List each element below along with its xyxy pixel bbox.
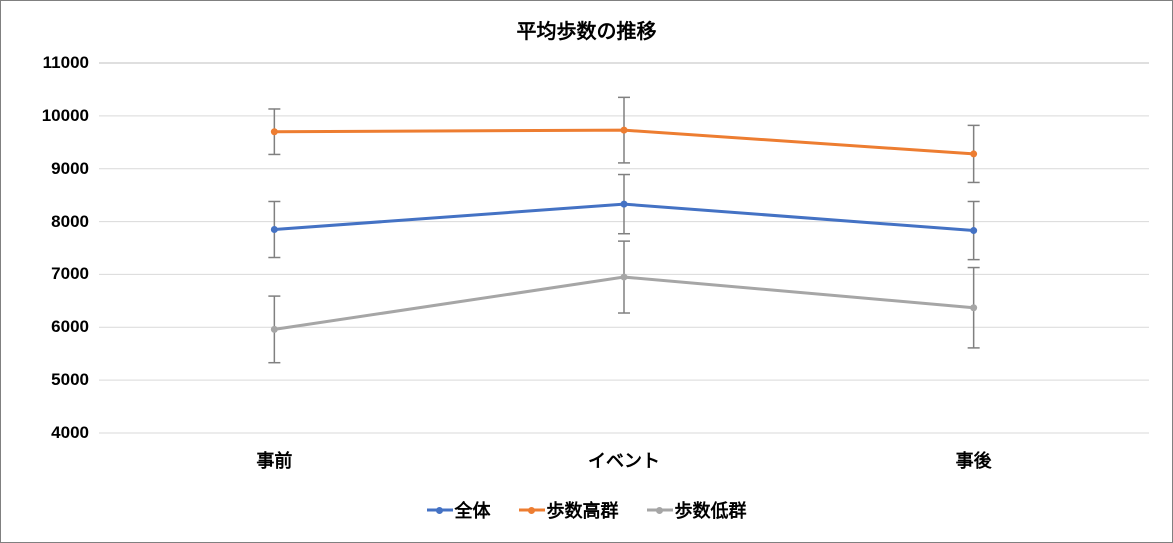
legend-marker-icon — [656, 507, 663, 514]
legend-swatch — [427, 503, 453, 517]
series-marker — [621, 274, 628, 281]
y-axis-tick-label: 7000 — [51, 264, 89, 284]
x-axis-tick-label: 事前 — [256, 447, 292, 473]
plot-svg — [99, 63, 1149, 433]
y-axis-tick-label: 11000 — [43, 53, 89, 73]
legend-swatch — [647, 503, 673, 517]
y-axis-labels: 4000500060007000800090001000011000 — [1, 63, 89, 433]
legend-swatch — [519, 503, 545, 517]
y-axis-tick-label: 5000 — [51, 370, 89, 390]
legend-marker-icon — [528, 507, 535, 514]
y-axis-tick-label: 4000 — [51, 423, 89, 443]
y-axis-tick-label: 8000 — [51, 212, 89, 232]
series-marker — [621, 127, 628, 134]
chart-container: 平均歩数の推移 4000 5000 6000 7000 8000 9000 10000 110… — [0, 0, 1173, 543]
series-marker — [970, 304, 977, 311]
y-axis-tick-label: 6000 — [51, 317, 89, 337]
y-axis-tick-label: 9000 — [51, 159, 89, 179]
legend-item: 歩数高群 — [519, 497, 619, 523]
legend-label: 歩数低群 — [675, 497, 747, 523]
legend-marker-icon — [436, 507, 443, 514]
plot-area — [99, 63, 1149, 433]
series-marker — [271, 326, 278, 333]
y-axis-tick-label: 10000 — [42, 106, 89, 126]
series-marker — [271, 226, 278, 233]
x-axis-tick-label: 事後 — [956, 447, 992, 473]
x-axis-tick-label: イベント — [588, 447, 660, 473]
legend: 全体 歩数高群 歩数低群 — [1, 497, 1172, 523]
legend-item: 歩数低群 — [647, 497, 747, 523]
legend-item: 全体 — [427, 497, 491, 523]
legend-label: 全体 — [455, 497, 491, 523]
legend-label: 歩数高群 — [547, 497, 619, 523]
series-marker — [970, 150, 977, 157]
series-marker — [970, 227, 977, 234]
chart-title: 平均歩数の推移 — [1, 15, 1172, 44]
series-marker — [621, 201, 628, 208]
series-marker — [271, 128, 278, 135]
